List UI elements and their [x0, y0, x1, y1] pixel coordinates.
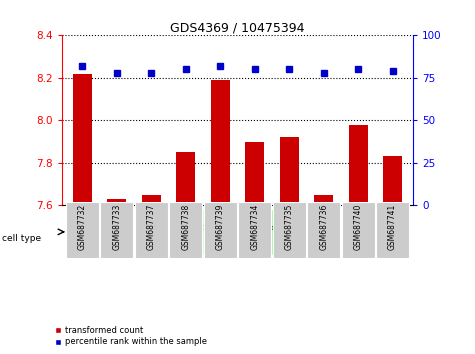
Bar — [73, 74, 92, 205]
Bar — [176, 152, 195, 205]
FancyBboxPatch shape — [341, 209, 410, 255]
Text: GSM687733: GSM687733 — [113, 204, 122, 250]
Text: GSM687738: GSM687738 — [181, 204, 190, 250]
Text: macrophage CD1
1low F4/80hi: macrophage CD1 1low F4/80hi — [69, 225, 130, 238]
FancyBboxPatch shape — [100, 202, 133, 258]
Text: GSM687737: GSM687737 — [147, 204, 156, 250]
Bar — [211, 80, 230, 205]
Bar — [349, 125, 368, 205]
Bar — [280, 137, 299, 205]
Legend: transformed count, percentile rank within the sample: transformed count, percentile rank withi… — [52, 322, 210, 350]
Text: dendritic CD11chi
F4/80low: dendritic CD11chi F4/80low — [258, 225, 321, 238]
FancyBboxPatch shape — [135, 202, 168, 258]
FancyBboxPatch shape — [238, 209, 341, 255]
Text: GSM687739: GSM687739 — [216, 204, 225, 250]
Text: GSM687736: GSM687736 — [319, 204, 328, 250]
Text: dendritic CD11ci
nt  F4/80int: dendritic CD11ci nt F4/80int — [346, 225, 404, 238]
Bar — [245, 142, 264, 205]
Text: GSM687740: GSM687740 — [353, 204, 362, 250]
Text: GSM687734: GSM687734 — [250, 204, 259, 250]
Bar — [107, 199, 126, 205]
Text: macrophage CD11cint
F4/80hi: macrophage CD11cint F4/80hi — [147, 225, 225, 238]
Title: GDS4369 / 10475394: GDS4369 / 10475394 — [170, 21, 305, 34]
FancyBboxPatch shape — [307, 202, 340, 258]
Bar — [142, 195, 161, 205]
FancyBboxPatch shape — [238, 202, 271, 258]
Bar — [383, 156, 402, 205]
Text: cell type: cell type — [2, 234, 41, 244]
FancyBboxPatch shape — [376, 202, 409, 258]
FancyBboxPatch shape — [134, 209, 238, 255]
Text: GSM687741: GSM687741 — [388, 204, 397, 250]
Text: GSM687732: GSM687732 — [78, 204, 87, 250]
FancyBboxPatch shape — [342, 202, 375, 258]
Bar — [314, 195, 333, 205]
FancyBboxPatch shape — [204, 202, 237, 258]
FancyBboxPatch shape — [169, 202, 202, 258]
FancyBboxPatch shape — [65, 209, 134, 255]
FancyBboxPatch shape — [66, 202, 99, 258]
FancyBboxPatch shape — [273, 202, 306, 258]
Text: GSM687735: GSM687735 — [285, 204, 294, 250]
